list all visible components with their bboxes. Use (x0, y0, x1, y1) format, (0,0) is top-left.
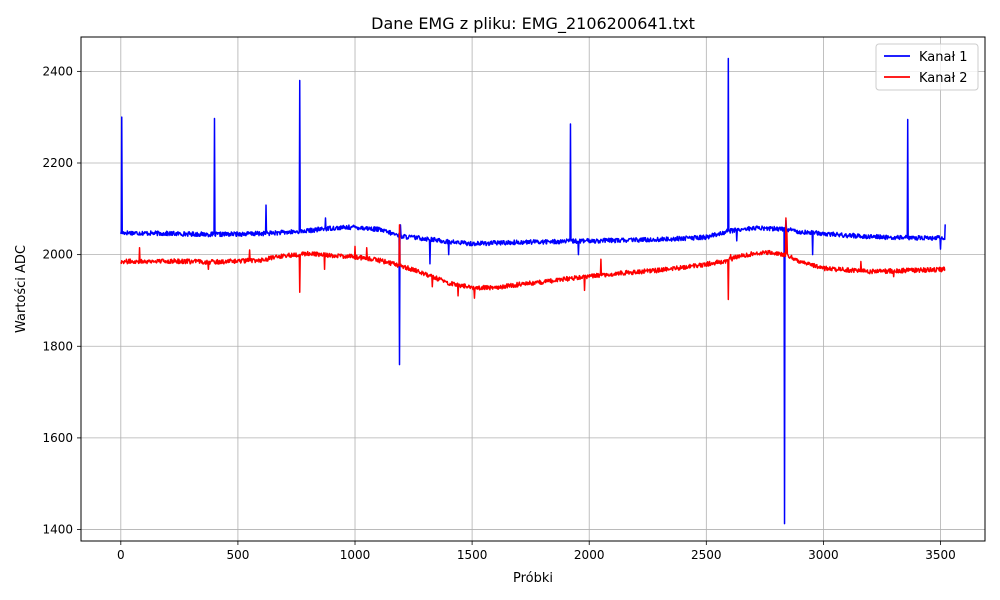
series-lines (120, 57, 946, 525)
legend: Kanał 1 Kanał 2 (875, 43, 979, 91)
x-tick-label: 0 (117, 548, 125, 562)
x-tick-label: 2000 (574, 548, 605, 562)
plot-area-frame (80, 36, 986, 542)
y-axis-title: Wartości ADC (14, 245, 29, 333)
y-tick-label: 1800 (42, 339, 73, 353)
chart-title: Dane EMG z pliku: EMG_2106200641.txt (371, 14, 695, 34)
x-tick-label: 3000 (808, 548, 839, 562)
x-tick-label: 500 (226, 548, 249, 562)
x-axis-title: Próbki (513, 571, 553, 586)
x-tick-label: 2500 (691, 548, 722, 562)
legend-label-kanal-2: Kanał 2 (919, 71, 968, 86)
y-tick-label: 1600 (42, 431, 73, 445)
x-tick-label: 3500 (925, 548, 956, 562)
series-line-2 (120, 217, 946, 301)
grid (81, 37, 985, 541)
x-tick-label: 1000 (340, 548, 371, 562)
x-tick-label: 1500 (457, 548, 488, 562)
axis-ticks: 0 500 1000 1500 2000 2500 3000 3500 1400 1600 1800… (42, 64, 955, 562)
y-tick-label: 2000 (42, 248, 73, 262)
y-tick-label: 2200 (42, 156, 73, 170)
y-tick-label: 2400 (42, 64, 73, 78)
y-tick-label: 1400 (42, 523, 73, 537)
series-line-1 (120, 57, 946, 525)
legend-label-kanal-1: Kanał 1 (919, 50, 968, 65)
